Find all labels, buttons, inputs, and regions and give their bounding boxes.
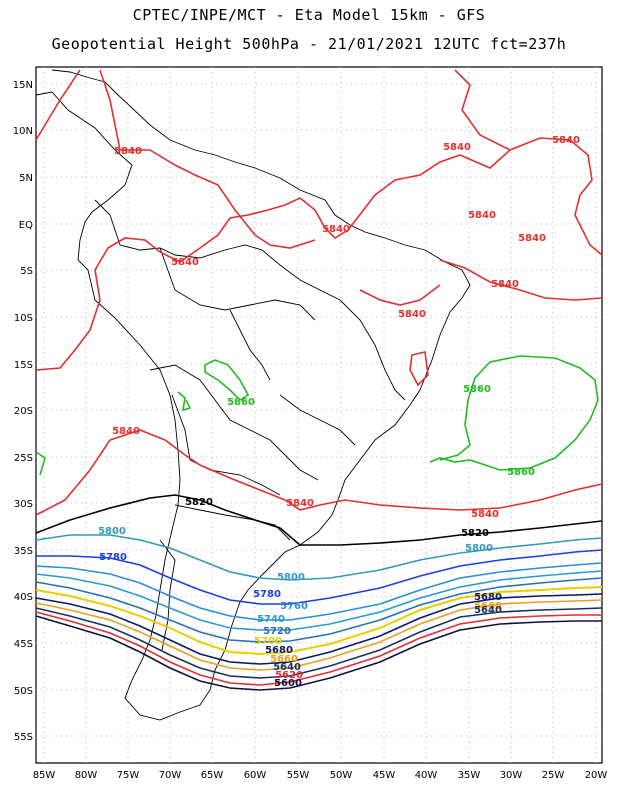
contour-label: 5840 [491,279,519,290]
lon-tick-label: 40W [415,770,438,781]
contour-label: 5640 [273,662,301,673]
contour-label: 5700 [254,636,282,647]
contour-label: 5840 [322,224,350,235]
contour-label: 5840 [112,426,140,437]
contour-label: 5740 [257,614,285,625]
contour-label: 5840 [468,210,496,221]
contour-label: 5680 [265,645,293,656]
lat-tick-label: 15S [14,360,33,371]
contour-label: 5800 [98,526,126,537]
lat-tick-label: 10S [14,313,33,324]
lat-tick-label: 55S [14,732,33,743]
contour-label: 5800 [277,572,305,583]
contour-label: 5840 [114,146,142,157]
lat-tick-label: 50S [14,686,33,697]
lon-tick-label: 50W [330,770,353,781]
contour-label: 5600 [274,678,302,689]
lon-tick-label: 60W [244,770,267,781]
lon-tick-label: 65W [201,770,224,781]
contour-label: 5840 [171,257,199,268]
contour-label: 5780 [99,552,127,563]
contour-label: 5840 [552,135,580,146]
contour-label: 5860 [507,467,535,478]
lat-tick-label: 20S [14,406,33,417]
chart-title-line1: CPTEC/INPE/MCT - Eta Model 15km - GFS [132,6,486,24]
lat-tick-label: EQ [19,220,33,231]
contour-label: 5840 [443,142,471,153]
contour-label: 5720 [263,626,291,637]
contour-label: 5840 [398,309,426,320]
contour-label: 5860 [463,384,491,395]
contour-label: 5840 [286,498,314,509]
contour-label: 5780 [253,589,281,600]
contour-label: 5680 [474,592,502,603]
lat-tick-label: 5S [20,266,33,277]
contour-label: 5860 [227,397,255,408]
lat-tick-label: 45S [14,639,33,650]
lat-tick-label: 35S [14,546,33,557]
contour-label: 5820 [461,528,489,539]
lat-tick-label: 15N [13,80,33,91]
chart-title-line2: Geopotential Height 500hPa - 21/01/2021 … [51,35,567,53]
lon-tick-label: 20W [585,770,608,781]
lat-tick-label: 30S [14,499,33,510]
contour-label: 5660 [474,601,502,612]
lon-tick-label: 30W [500,770,523,781]
contour-lines [35,69,603,691]
lon-tick-label: 25W [542,770,565,781]
contour-label: 5760 [280,601,308,612]
lat-tick-label: 5N [19,173,33,184]
lon-tick-label: 35W [458,770,481,781]
lon-tick-label: 55W [287,770,310,781]
lon-tick-label: 70W [159,770,182,781]
lat-tick-label: 25S [14,453,33,464]
tick-labels: 15N 10N 5N EQ 5S 10S 15S 20S 25S 30S 35S 40S 45S 50S 5… [13,80,608,781]
lat-tick-label: 10N [13,126,33,137]
contour-label: 5820 [185,497,213,508]
contour-label: 5620 [275,670,303,681]
contour-label: 5800 [465,543,493,554]
coastline-borders [35,69,471,721]
graticule [36,67,602,763]
lon-tick-label: 75W [117,770,140,781]
contour-label: 5640 [474,605,502,616]
contour-labels: 5840 5840 5840 5840 5840 5840 5840 5840 5840 5840… [98,135,580,689]
lat-tick-label: 40S [14,592,33,603]
contour-label: 5660 [270,654,298,665]
map-frame [35,66,603,764]
contour-label: 5840 [518,233,546,244]
contour-label: 5840 [471,509,499,520]
lon-tick-label: 80W [75,770,98,781]
lon-tick-label: 85W [33,770,56,781]
lon-tick-label: 45W [373,770,396,781]
